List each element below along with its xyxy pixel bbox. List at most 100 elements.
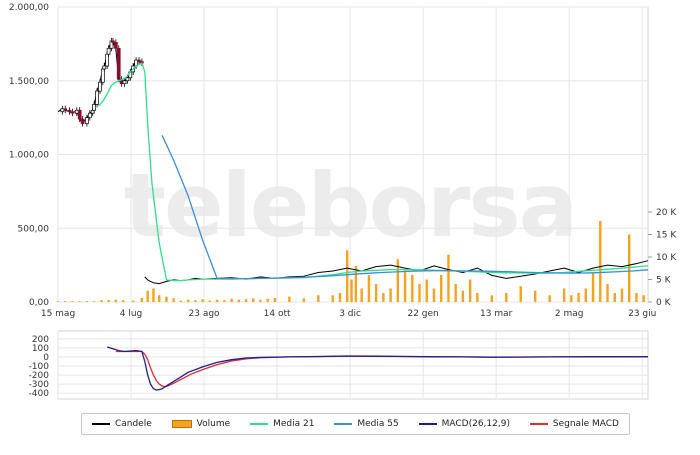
y-tick-label: 1.000,00 (9, 151, 49, 161)
x-tick-label: 14 ott (264, 309, 291, 319)
volume-bar (454, 284, 457, 302)
legend-item[interactable]: Media 55 (334, 419, 399, 429)
volume-tick-label: 5 K (656, 276, 672, 286)
macd-y-tick-label: -200 (29, 371, 50, 381)
volume-bar (635, 293, 638, 302)
volume-bar (140, 297, 144, 302)
volume-bar (620, 288, 624, 302)
x-tick-label: 2 mag (555, 309, 584, 319)
volume-bar (447, 254, 450, 302)
candle (111, 40, 115, 43)
volume-bar (628, 234, 631, 302)
volume-bar (237, 299, 240, 302)
volume-bar (56, 301, 60, 302)
macd-y-tick-label: -100 (29, 362, 50, 372)
volume-bar (548, 295, 551, 302)
candle (122, 80, 127, 85)
volume-bar (165, 296, 168, 302)
volume-bar (71, 301, 74, 302)
legend-item[interactable]: Candele (91, 419, 152, 429)
volume-bar (215, 299, 219, 302)
volume-bar (403, 270, 407, 302)
candle (92, 103, 97, 111)
volume-bar (354, 266, 358, 302)
volume-bar (411, 275, 414, 302)
volume-bar (64, 301, 67, 302)
candle (77, 109, 82, 120)
legend-label: Media 55 (357, 419, 399, 429)
volume-bar (490, 295, 494, 302)
volume-bar (172, 298, 175, 302)
candle (98, 81, 102, 92)
volume-bar (461, 290, 465, 302)
volume-bar (606, 284, 609, 302)
x-tick-label: 15 mag (41, 309, 75, 319)
candle (85, 117, 89, 124)
legend-swatch (91, 423, 110, 425)
volume-bar (374, 284, 378, 302)
volume-tick-label: 15 K (656, 231, 677, 241)
volume-bar (562, 288, 566, 302)
volume-bar (85, 301, 89, 302)
volume-bar (223, 300, 226, 302)
volume-bar (338, 293, 342, 302)
x-tick-label: 3 dic (339, 309, 361, 319)
candle (106, 47, 111, 55)
macd-y-tick-label: 0 (43, 353, 49, 363)
y-tick-label: 500,00 (18, 224, 50, 234)
volume-bar (107, 299, 110, 302)
volume-bar (476, 293, 479, 302)
legend-swatch (529, 423, 548, 425)
volume-bar (152, 288, 155, 302)
ma55-line (161, 135, 649, 280)
legend-label: MACD(26,12,9) (441, 419, 510, 429)
legend-item[interactable]: Media 21 (250, 419, 314, 429)
candle (125, 77, 130, 82)
candle (137, 59, 141, 62)
volume-bar (78, 301, 81, 302)
volume-bar (360, 288, 363, 302)
volume-bar (194, 300, 197, 302)
legend-item[interactable]: Volume (171, 419, 230, 429)
volume-bar (131, 300, 135, 302)
volume-bar (382, 293, 385, 302)
x-tick-label: 22 gen (407, 309, 438, 319)
volume-bar (367, 275, 371, 302)
volume-bar (266, 298, 269, 302)
volume-bar (418, 284, 421, 302)
volume-bar (584, 288, 588, 302)
candle (70, 111, 75, 114)
legend-item[interactable]: MACD(26,12,9) (418, 419, 510, 429)
volume-bar (534, 290, 537, 302)
y-tick-label: 0,00 (29, 298, 49, 308)
candle (63, 108, 68, 111)
macd-y-tick-label: -400 (29, 389, 50, 399)
volume-bar (100, 300, 103, 302)
legend-swatch (250, 423, 269, 425)
volume-bar (425, 279, 428, 302)
volume-bar (114, 299, 118, 302)
legend-label: Segnale MACD (552, 419, 619, 429)
volume-bar (519, 286, 522, 302)
candle (87, 112, 92, 118)
volume-bar (468, 279, 472, 302)
x-tick-label: 23 giu (628, 309, 656, 319)
volume-bar (505, 293, 508, 302)
volume-bar (92, 301, 96, 302)
candle (67, 109, 72, 113)
volume-bar (570, 295, 573, 302)
volume-bar (146, 290, 149, 302)
legend-label: Media 21 (273, 419, 315, 429)
volume-bar (317, 295, 320, 302)
candle (80, 118, 85, 124)
legend-label: Candele (114, 419, 152, 429)
volume-bar (252, 298, 255, 302)
volume-bar (179, 300, 183, 302)
volume-bar (331, 295, 334, 302)
volume-bar (432, 288, 436, 302)
volume-bar (591, 272, 595, 302)
legend-item[interactable]: Segnale MACD (529, 419, 619, 429)
y-tick-label: 2.000,00 (9, 3, 49, 13)
macd-y-tick-label: 200 (32, 335, 49, 345)
